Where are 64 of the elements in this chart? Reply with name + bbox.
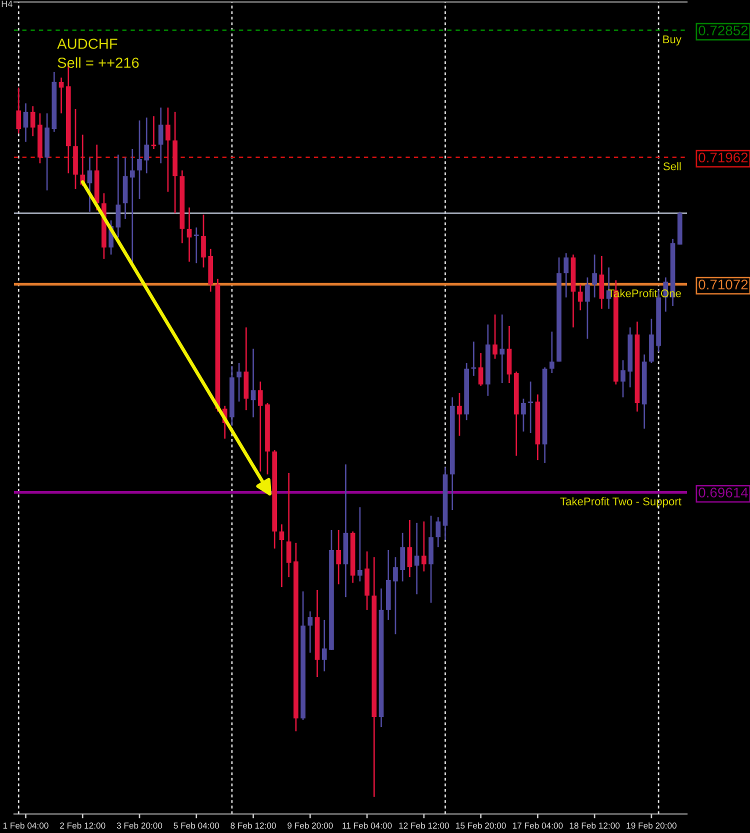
candlestick <box>407 519 412 578</box>
candlestick <box>30 105 36 137</box>
candlestick <box>58 76 64 114</box>
candlestick <box>236 362 242 402</box>
candlestick <box>87 156 92 212</box>
candlestick <box>400 532 405 582</box>
candlestick <box>457 392 462 437</box>
candlestick <box>23 102 28 143</box>
y-tick-label: 0.71072 <box>698 280 748 290</box>
x-tick-label: 5 Feb 04:00 <box>174 822 220 829</box>
candlestick <box>414 522 420 595</box>
candlestick <box>258 380 263 472</box>
x-tick-label: 12 Feb 12:00 <box>399 822 449 829</box>
candlestick <box>137 120 142 200</box>
ref-line-label: TakeProfit Two - Support <box>560 497 682 508</box>
candlestick <box>421 520 426 572</box>
candlestick <box>549 330 554 374</box>
candlestick <box>500 314 505 384</box>
x-tick-label: 9 Feb 20:00 <box>288 822 333 829</box>
text: H4 <box>2 0 12 7</box>
y-tick-label: 0.72852 <box>698 26 748 36</box>
candlestick <box>492 314 498 360</box>
text: Sell = ++216 <box>58 57 139 68</box>
candlestick <box>620 360 626 398</box>
candlestick <box>186 206 192 262</box>
x-tick-label: 8 Feb 12:00 <box>230 822 276 829</box>
candlestick <box>201 214 206 268</box>
candlestick <box>528 380 533 434</box>
candlestick <box>279 524 284 588</box>
candlestick <box>393 556 398 635</box>
candlestick <box>592 254 597 298</box>
candlestick <box>358 506 362 582</box>
x-tick-label: 3 Feb 20:00 <box>116 822 162 829</box>
ref-line-label: Sell <box>663 162 681 170</box>
candlestick <box>16 86 22 134</box>
y-tick-label: 0.71962 <box>698 152 748 162</box>
candlestick <box>116 154 121 238</box>
x-tick-label: 19 Feb 20:00 <box>626 822 676 829</box>
candlestick <box>336 529 342 585</box>
text: AUDCHF <box>57 38 118 49</box>
candlestick <box>478 352 484 387</box>
x-tick-label: 1 Feb 04:00 <box>3 822 48 829</box>
candlestick <box>151 115 156 150</box>
x-tick-label: 17 Feb 04:00 <box>512 822 563 829</box>
x-tick-label: 2 Feb 12:00 <box>60 822 106 829</box>
candlestick <box>322 619 327 672</box>
candlestick <box>166 106 170 192</box>
candlestick <box>308 610 313 654</box>
candlestick <box>250 348 256 418</box>
candlestick <box>436 516 441 548</box>
ref-line-label: Buy <box>663 36 682 46</box>
x-tick-label: 11 Feb 04:00 <box>342 822 392 829</box>
candlestick <box>158 106 164 164</box>
candlestick <box>471 340 476 377</box>
candlestick <box>578 284 583 311</box>
x-tick-label: 15 Feb 20:00 <box>456 822 506 829</box>
candlestick <box>144 116 150 174</box>
x-tick-label: 18 Feb 12:00 <box>570 822 620 829</box>
candlestick <box>521 398 526 432</box>
y-tick-label: 0.69614 <box>698 488 748 498</box>
candlestick <box>194 226 199 264</box>
candlestick <box>286 472 292 578</box>
candlestick <box>585 276 590 340</box>
candlestick <box>564 252 569 298</box>
